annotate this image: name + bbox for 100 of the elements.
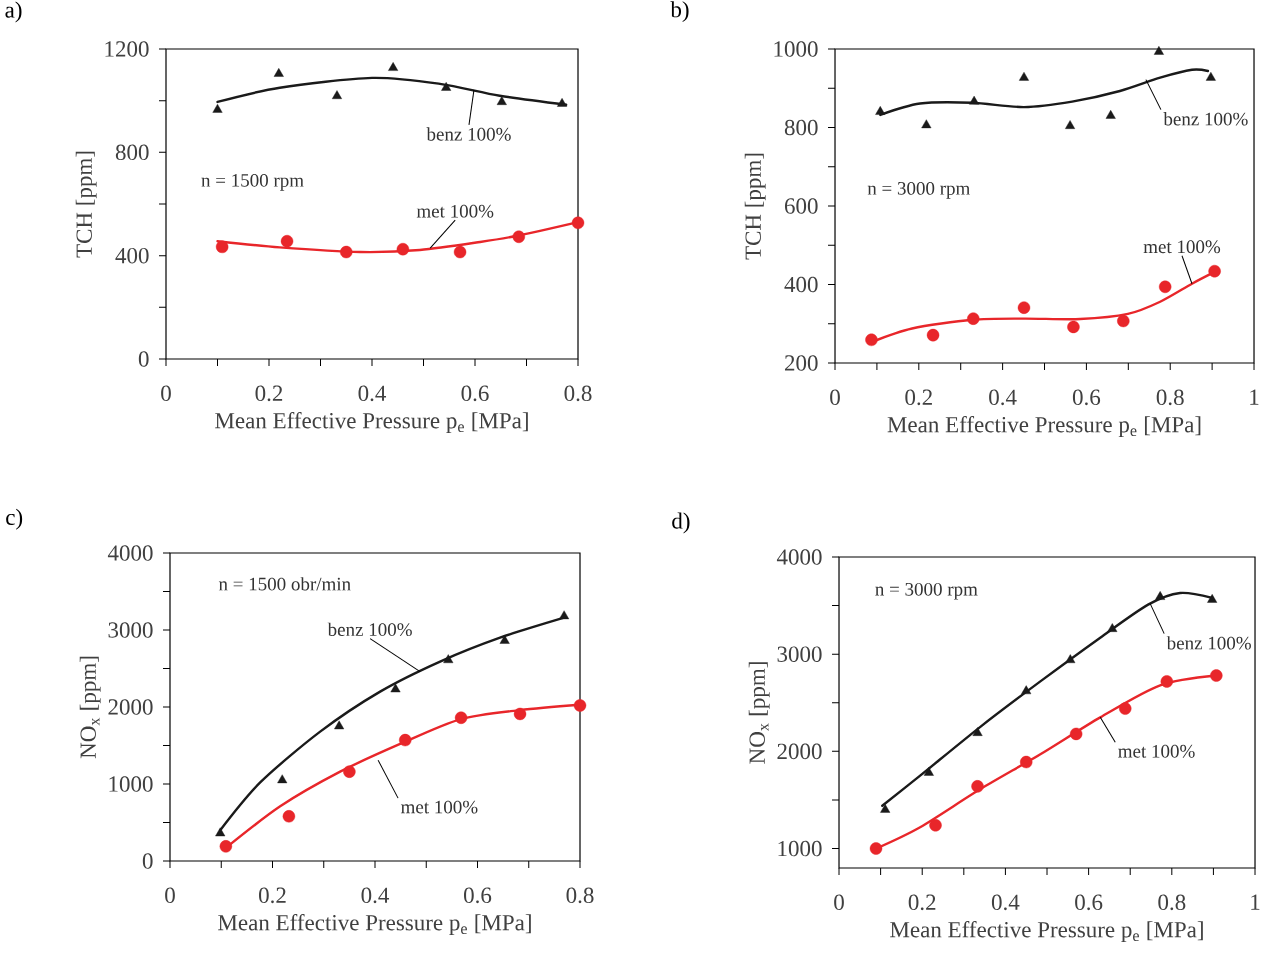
x-tick-label: 0 bbox=[161, 385, 171, 402]
point bbox=[1105, 110, 1116, 119]
point bbox=[972, 727, 983, 736]
point bbox=[971, 780, 984, 793]
y-tick-label: 4000 bbox=[107, 545, 153, 561]
x-tick-label: 0 bbox=[834, 894, 844, 911]
point bbox=[390, 683, 401, 693]
point bbox=[1155, 591, 1166, 600]
x-tick-label: 0.8 bbox=[1158, 894, 1186, 911]
y-tick-label: 1200 bbox=[105, 41, 149, 57]
point bbox=[869, 842, 883, 855]
point bbox=[513, 707, 527, 721]
x-tick-label: 1 bbox=[1250, 389, 1259, 405]
annotation: benz 100% bbox=[327, 622, 412, 637]
point bbox=[453, 245, 467, 259]
x-tick-label: 0.8 bbox=[566, 887, 594, 904]
x-tick-label: 0.4 bbox=[358, 385, 387, 402]
annotation: n = 1500 rpm bbox=[201, 173, 304, 191]
y-tick-label: 1000 bbox=[774, 41, 818, 57]
point bbox=[1065, 120, 1076, 129]
x-tick-label: 0.6 bbox=[1072, 389, 1101, 406]
x-tick-label: 0.2 bbox=[908, 894, 936, 911]
point bbox=[865, 333, 878, 347]
point bbox=[280, 234, 294, 248]
x-axis-title: Mean Effective Pressure p$_{e}$ [MPa] bbox=[887, 416, 1201, 438]
point bbox=[332, 90, 342, 99]
x-axis-title: Mean Effective Pressure p$_{e}$ [MPa] bbox=[218, 914, 531, 936]
y-tick-label: 2000 bbox=[108, 699, 153, 715]
point bbox=[1017, 301, 1031, 314]
point bbox=[441, 82, 452, 91]
y-tick-label: 0 bbox=[142, 853, 153, 869]
y-tick-label: 0 bbox=[138, 351, 149, 367]
point bbox=[219, 840, 233, 853]
annotation: benz 100% bbox=[426, 127, 511, 141]
point bbox=[454, 711, 468, 724]
point bbox=[1107, 623, 1118, 632]
point bbox=[215, 827, 226, 837]
x-tick-label: 0.2 bbox=[905, 389, 932, 406]
point bbox=[496, 96, 507, 105]
x-tick-label: 0.8 bbox=[564, 385, 592, 402]
annotation: n = 3000 rpm bbox=[867, 181, 971, 199]
y-axis-title: TCH [ppm] bbox=[75, 151, 97, 258]
point bbox=[1158, 280, 1172, 294]
point bbox=[1119, 702, 1132, 715]
point bbox=[967, 312, 980, 325]
point bbox=[921, 119, 932, 129]
point bbox=[399, 733, 412, 747]
annotation: benz 100% bbox=[1163, 112, 1248, 126]
y-tick-label: 1000 bbox=[109, 776, 153, 792]
point bbox=[571, 216, 585, 230]
point bbox=[929, 819, 942, 832]
x-tick-label: 0.6 bbox=[461, 385, 489, 402]
y-tick-label: 600 bbox=[784, 198, 818, 214]
annotation: met 100% bbox=[1143, 240, 1221, 254]
x-tick-label: 0.4 bbox=[361, 887, 390, 904]
annotation: met 100% bbox=[400, 800, 478, 814]
point bbox=[1153, 46, 1164, 55]
chart-title: d) bbox=[672, 512, 690, 534]
x-axis-title: Mean Effective Pressure p$_{e}$ [MPa] bbox=[890, 921, 1203, 943]
x-axis-title: Mean Effective Pressure p$_{e}$ [MPa] bbox=[215, 412, 528, 434]
point bbox=[559, 610, 570, 620]
y-tick-label: 200 bbox=[784, 355, 818, 371]
y-tick-label: 1000 bbox=[778, 840, 822, 857]
point bbox=[340, 245, 353, 259]
point bbox=[880, 803, 891, 813]
y-tick-label: 2000 bbox=[777, 743, 822, 760]
point bbox=[923, 767, 934, 776]
x-tick-label: 1 bbox=[1251, 894, 1260, 910]
point bbox=[343, 765, 356, 778]
point bbox=[557, 98, 567, 107]
point bbox=[512, 230, 525, 243]
point bbox=[212, 104, 223, 113]
y-axis-title: NO$_{x}$ [ppm] bbox=[79, 656, 101, 759]
point bbox=[1205, 71, 1216, 81]
point bbox=[1208, 264, 1221, 278]
y-axis-title: NO$_{x}$ [ppm] bbox=[748, 662, 770, 764]
point bbox=[875, 106, 886, 115]
point bbox=[573, 699, 587, 712]
point bbox=[443, 654, 454, 663]
y-tick-label: 4000 bbox=[776, 549, 822, 565]
x-tick-label: 0.6 bbox=[464, 887, 492, 904]
point bbox=[969, 95, 980, 105]
point bbox=[277, 774, 288, 784]
y-axis-title: TCH [ppm] bbox=[744, 153, 766, 260]
x-tick-label: 0.8 bbox=[1156, 389, 1184, 406]
y-tick-label: 400 bbox=[115, 247, 149, 264]
point bbox=[1160, 675, 1174, 688]
point bbox=[1117, 314, 1130, 328]
x-tick-label: 0 bbox=[830, 389, 840, 406]
point bbox=[334, 720, 345, 730]
point bbox=[1020, 755, 1033, 769]
annotation: n = 3000 rpm bbox=[875, 582, 978, 600]
chart-title: a) bbox=[5, 1, 22, 23]
point bbox=[1069, 727, 1083, 741]
x-tick-label: 0 bbox=[165, 887, 175, 904]
point bbox=[926, 328, 940, 342]
chart-title: c) bbox=[6, 508, 23, 530]
point bbox=[282, 810, 296, 823]
x-tick-label: 0.2 bbox=[255, 385, 283, 402]
y-tick-label: 400 bbox=[784, 276, 818, 293]
